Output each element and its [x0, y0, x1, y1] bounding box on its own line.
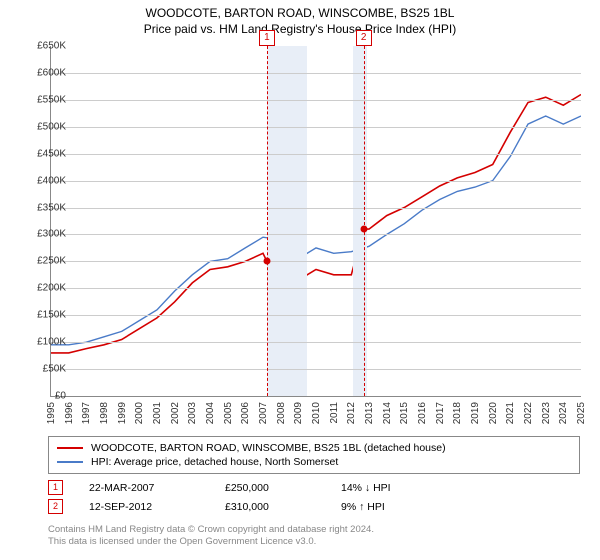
event-row: 1 22-MAR-2007 £250,000 14% ↓ HPI [48, 478, 580, 497]
x-tick-label: 2004 [205, 402, 216, 424]
x-tick-label: 2025 [576, 402, 587, 424]
y-tick-label: £100K [22, 337, 66, 348]
x-tick-label: 1999 [117, 402, 128, 424]
event-dot [263, 258, 270, 265]
event-price: £250,000 [225, 482, 315, 494]
y-tick-label: £450K [22, 148, 66, 159]
chart-container: WOODCOTE, BARTON ROAD, WINSCOMBE, BS25 1… [0, 0, 600, 560]
x-tick-label: 2006 [240, 402, 251, 424]
y-tick-label: £250K [22, 256, 66, 267]
x-tick-label: 2019 [470, 402, 481, 424]
gridline [51, 181, 581, 182]
legend-label: HPI: Average price, detached house, Nort… [91, 456, 338, 468]
event-date: 22-MAR-2007 [89, 482, 199, 494]
event-vline [364, 46, 365, 396]
gridline [51, 73, 581, 74]
chart-lines [51, 46, 581, 396]
footer-line2: This data is licensed under the Open Gov… [48, 536, 580, 548]
event-price: £310,000 [225, 501, 315, 513]
gridline [51, 127, 581, 128]
gridline [51, 315, 581, 316]
x-tick-label: 2009 [293, 402, 304, 424]
x-tick-label: 2003 [187, 402, 198, 424]
event-dot [360, 226, 367, 233]
bg-band [353, 46, 367, 396]
x-tick-label: 1998 [99, 402, 110, 424]
event-row: 2 12-SEP-2012 £310,000 9% ↑ HPI [48, 497, 580, 516]
series-line [51, 116, 581, 345]
x-tick-label: 2014 [382, 402, 393, 424]
events-table: 1 22-MAR-2007 £250,000 14% ↓ HPI 2 12-SEP-201… [48, 478, 580, 516]
event-date: 12-SEP-2012 [89, 501, 199, 513]
y-tick-label: £500K [22, 121, 66, 132]
legend-row: WOODCOTE, BARTON ROAD, WINSCOMBE, BS25 1… [57, 441, 571, 455]
y-tick-label: £350K [22, 202, 66, 213]
x-tick-label: 2000 [134, 402, 145, 424]
x-tick-label: 2016 [417, 402, 428, 424]
legend-swatch [57, 447, 83, 449]
y-tick-label: £0 [22, 391, 66, 402]
y-tick-label: £600K [22, 67, 66, 78]
event-delta: 9% ↑ HPI [341, 501, 385, 513]
x-tick-label: 2010 [311, 402, 322, 424]
legend-row: HPI: Average price, detached house, Nort… [57, 455, 571, 469]
plot-area [50, 46, 581, 397]
bg-band [267, 46, 307, 396]
y-tick-label: £650K [22, 41, 66, 52]
gridline [51, 154, 581, 155]
x-tick-label: 2013 [364, 402, 375, 424]
x-tick-label: 2015 [399, 402, 410, 424]
y-tick-label: £400K [22, 175, 66, 186]
footer-line1: Contains HM Land Registry data © Crown c… [48, 524, 580, 536]
x-tick-label: 2021 [505, 402, 516, 424]
series-line [51, 95, 581, 353]
y-tick-label: £300K [22, 229, 66, 240]
event-num-icon: 2 [48, 499, 63, 514]
footer-attribution: Contains HM Land Registry data © Crown c… [48, 524, 580, 549]
x-tick-label: 2020 [488, 402, 499, 424]
chart-subtitle: Price paid vs. HM Land Registry's House … [0, 20, 600, 36]
gridline [51, 369, 581, 370]
gridline [51, 342, 581, 343]
x-tick-label: 2018 [452, 402, 463, 424]
x-tick-label: 2011 [329, 402, 340, 424]
event-marker-box: 1 [259, 30, 275, 46]
gridline [51, 100, 581, 101]
event-vline [267, 46, 268, 396]
x-tick-label: 2001 [152, 402, 163, 424]
x-tick-label: 2022 [523, 402, 534, 424]
x-tick-label: 2024 [558, 402, 569, 424]
legend-swatch [57, 461, 83, 463]
y-tick-label: £200K [22, 283, 66, 294]
gridline [51, 261, 581, 262]
x-tick-label: 1996 [64, 402, 75, 424]
x-tick-label: 2023 [541, 402, 552, 424]
x-tick-label: 2005 [223, 402, 234, 424]
x-tick-label: 2007 [258, 402, 269, 424]
gridline [51, 288, 581, 289]
event-marker-box: 2 [356, 30, 372, 46]
chart-title: WOODCOTE, BARTON ROAD, WINSCOMBE, BS25 1… [0, 0, 600, 20]
y-tick-label: £550K [22, 94, 66, 105]
y-tick-label: £150K [22, 310, 66, 321]
x-tick-label: 1995 [46, 402, 57, 424]
gridline [51, 234, 581, 235]
x-tick-label: 2017 [435, 402, 446, 424]
event-num-icon: 1 [48, 480, 63, 495]
x-tick-label: 2012 [346, 402, 357, 424]
gridline [51, 208, 581, 209]
x-tick-label: 2002 [170, 402, 181, 424]
y-tick-label: £50K [22, 364, 66, 375]
event-delta: 14% ↓ HPI [341, 482, 391, 494]
legend: WOODCOTE, BARTON ROAD, WINSCOMBE, BS25 1… [48, 436, 580, 474]
legend-label: WOODCOTE, BARTON ROAD, WINSCOMBE, BS25 1… [91, 442, 446, 454]
x-tick-label: 2008 [276, 402, 287, 424]
x-tick-label: 1997 [81, 402, 92, 424]
